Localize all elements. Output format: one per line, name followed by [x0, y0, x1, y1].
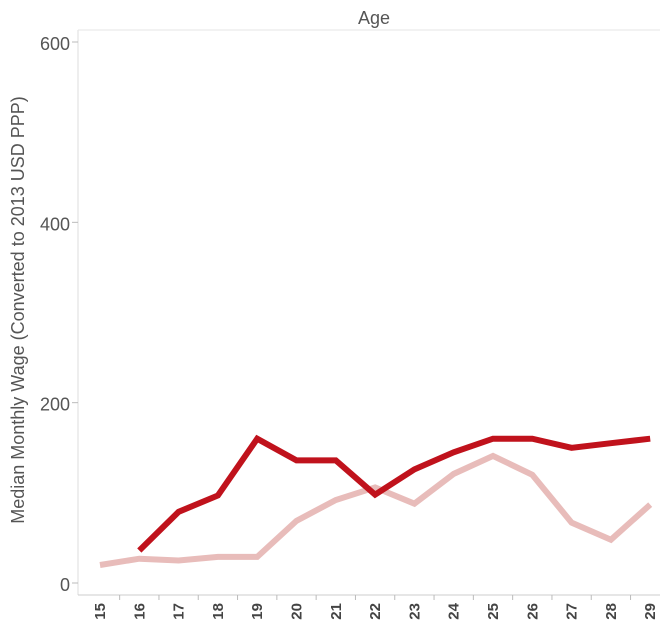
x-tick-label: 24: [446, 602, 463, 619]
x-tick-label: 18: [210, 603, 227, 620]
x-tick-label: 19: [249, 603, 266, 620]
x-tick-label: 17: [171, 603, 188, 620]
x-tick-label: 25: [485, 603, 502, 620]
x-tick-label: 22: [367, 603, 384, 620]
x-tick-label: 29: [642, 603, 659, 620]
x-tick-label: 15: [92, 603, 109, 620]
x-tick-label: 23: [406, 603, 423, 620]
y-tick-label: 400: [40, 214, 70, 234]
y-axis-ticks: 0 200 400 600: [40, 34, 78, 595]
y-tick-label: 0: [60, 575, 70, 595]
series-line-2: [99, 452, 653, 568]
x-axis-title: Age: [358, 8, 390, 28]
x-tick-label: 26: [524, 603, 541, 620]
axes: [77, 29, 660, 596]
y-tick-label: 600: [40, 34, 70, 54]
x-tick-label: 21: [328, 603, 345, 620]
y-axis-title: Median Monthly Wage (Converted to 2013 U…: [8, 96, 28, 524]
series-lines: [99, 434, 653, 568]
x-tick-label: 16: [131, 603, 148, 620]
x-tick-label: 28: [603, 603, 620, 620]
x-tick-label: 20: [289, 603, 306, 620]
y-tick-label: 200: [40, 395, 70, 415]
series-line-1: [137, 434, 651, 553]
x-tick-label: 27: [564, 603, 581, 620]
x-axis-ticks: 15 16 17 18 19 20 21 22 23 24 25 26 27 28 29: [92, 595, 659, 620]
